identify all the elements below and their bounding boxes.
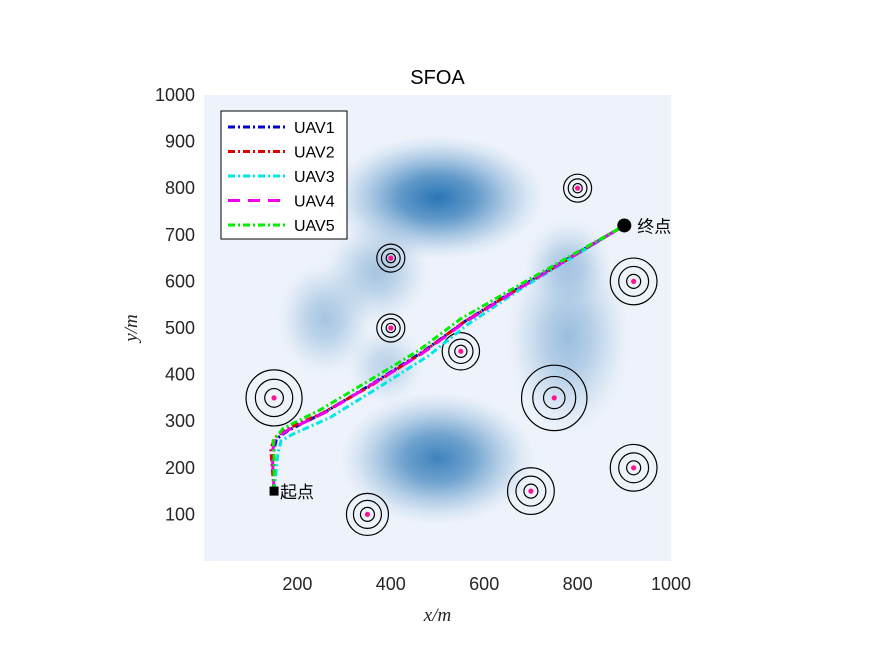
path-layer <box>269 224 626 492</box>
threat-ring <box>376 313 406 343</box>
terrain-peak <box>339 391 536 526</box>
threat-ring <box>567 178 588 199</box>
terrain-layer <box>276 135 631 526</box>
threat-ring <box>523 483 539 499</box>
terrain-peak <box>276 261 375 377</box>
threat-ring <box>515 475 547 507</box>
x-tick-label: 200 <box>282 574 312 594</box>
y-tick-label: 700 <box>165 225 195 245</box>
terrain-peak <box>346 325 427 406</box>
threat-ring <box>448 338 474 365</box>
threat-ring <box>385 252 397 264</box>
threat-ring <box>380 248 401 269</box>
threat-center <box>458 348 464 354</box>
x-axis-label: x/m <box>423 605 451 626</box>
threat-ring <box>572 182 583 194</box>
x-tick-label: 1000 <box>651 574 691 594</box>
uav-path-uav3 <box>272 224 626 492</box>
threat-ring <box>532 375 577 420</box>
threat-ring <box>618 452 650 484</box>
legend: UAV1 UAV2 UAV3 UAV4 UAV5 <box>220 110 348 240</box>
legend-label: UAV4 <box>294 194 335 211</box>
end-marker <box>617 218 632 233</box>
legend-label: UAV3 <box>294 169 335 186</box>
threat-ring <box>609 443 658 492</box>
threat-ring <box>506 467 555 516</box>
threat-ring <box>562 173 593 203</box>
chart-title: SFOA <box>410 67 465 89</box>
threat-center <box>631 465 637 471</box>
threat-ring <box>441 332 481 371</box>
threat-ring <box>380 318 401 338</box>
x-axis-ticks: 200 400 600 800 1000 <box>282 574 691 594</box>
threat-ring <box>345 492 390 537</box>
threat-ring <box>520 364 588 432</box>
y-tick-label: 500 <box>165 318 195 338</box>
y-tick-label: 300 <box>165 411 195 431</box>
y-tick-label: 600 <box>165 271 195 291</box>
threat-ring <box>264 387 284 408</box>
threat-ring <box>626 460 642 476</box>
threat-ring <box>359 506 376 523</box>
y-tick-label: 400 <box>165 365 195 385</box>
threat-ring <box>454 344 468 358</box>
y-tick-label: 800 <box>165 178 195 198</box>
x-tick-label: 600 <box>469 574 499 594</box>
start-label: 起点 <box>280 483 314 503</box>
threat-ring <box>542 386 566 410</box>
uav-path-uav5 <box>271 224 626 492</box>
threat-ring <box>376 243 406 273</box>
threat-center <box>528 488 534 494</box>
start-marker <box>269 486 279 496</box>
end-label: 终点 <box>637 217 671 237</box>
threat-ring <box>385 322 397 334</box>
threat-ring <box>609 257 658 306</box>
threat-ring <box>626 273 642 290</box>
threat-ring <box>254 378 294 418</box>
threat-center <box>551 395 557 401</box>
x-tick-label: 400 <box>376 574 406 594</box>
y-tick-label: 900 <box>165 132 195 152</box>
y-tick-label: 1000 <box>155 85 195 105</box>
threat-ring <box>352 499 383 530</box>
y-axis-label: y/m <box>121 314 142 343</box>
y-tick-label: 200 <box>165 458 195 478</box>
threat-center <box>271 395 277 401</box>
threat-center <box>631 278 637 284</box>
threat-center <box>364 511 371 517</box>
legend-label: UAV1 <box>294 120 335 137</box>
y-tick-label: 100 <box>165 504 195 524</box>
marker-layer: 起点 终点 <box>269 217 671 503</box>
terrain-peak <box>523 218 613 308</box>
threat-ring <box>618 265 650 297</box>
threat-layer <box>245 173 658 537</box>
threat-ring <box>245 369 303 427</box>
threat-center <box>388 255 394 261</box>
threat-center <box>575 185 581 191</box>
x-tick-label: 800 <box>563 574 593 594</box>
threat-center <box>388 325 394 331</box>
legend-label: UAV2 <box>294 145 335 162</box>
y-axis-ticks: 100 200 300 400 500 600 700 800 900 1000 <box>155 85 195 524</box>
legend-label: UAV5 <box>294 218 335 235</box>
